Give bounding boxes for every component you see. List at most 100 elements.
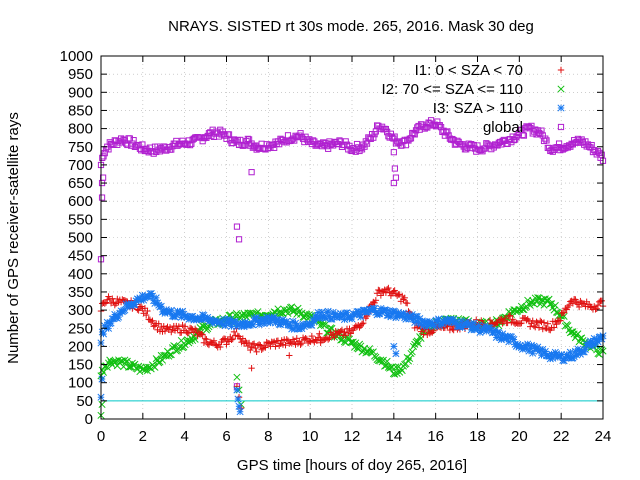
outlier-point <box>390 342 398 350</box>
data-point <box>313 337 321 345</box>
data-point <box>298 340 305 347</box>
data-point <box>436 122 443 129</box>
x-tick-label: 24 <box>595 428 612 445</box>
data-point <box>450 326 457 334</box>
data-point <box>564 322 572 330</box>
grid <box>101 56 603 419</box>
data-point <box>135 307 142 314</box>
data-point <box>360 319 367 327</box>
data-point <box>282 341 289 349</box>
outlier-point <box>317 339 324 346</box>
data-point <box>210 337 218 344</box>
data-point <box>184 329 191 337</box>
data-point <box>353 140 361 148</box>
data-point <box>404 300 411 307</box>
data-point <box>155 320 162 327</box>
y-tick-label: 850 <box>68 102 93 119</box>
data-point <box>198 330 205 338</box>
outlier-point <box>392 174 400 181</box>
data-point <box>414 340 423 348</box>
x-tick-label: 8 <box>264 428 272 445</box>
data-point <box>138 365 146 373</box>
data-point <box>217 343 224 351</box>
data-point <box>229 335 236 343</box>
y-tick-label: 500 <box>68 230 93 247</box>
data-point <box>598 151 605 158</box>
data-point <box>299 313 307 321</box>
data-point <box>470 141 477 149</box>
outlier-point <box>236 408 244 416</box>
y-axis: 0501001502002503003504004505005506006507… <box>60 48 603 428</box>
data-point <box>575 303 583 311</box>
data-point <box>201 335 209 342</box>
x-tick-label: 22 <box>553 428 570 445</box>
data-point <box>149 317 156 324</box>
data-point <box>540 301 548 309</box>
data-point <box>486 316 494 324</box>
data-point <box>506 312 514 319</box>
series-layer <box>97 117 607 419</box>
data-point <box>272 343 279 350</box>
data-point <box>430 327 437 335</box>
outlier-point <box>392 350 400 358</box>
data-point <box>175 323 183 330</box>
data-point <box>593 305 600 312</box>
data-point <box>543 137 550 144</box>
data-point <box>168 146 175 153</box>
x-tick-label: 2 <box>139 428 147 445</box>
data-point <box>518 319 525 327</box>
x-tick-label: 14 <box>385 428 402 445</box>
outlier-point <box>235 402 243 410</box>
data-point <box>557 317 564 324</box>
data-point <box>540 319 548 326</box>
data-point <box>398 366 406 375</box>
x-tick-label: 0 <box>97 428 105 445</box>
outlier-point <box>98 400 106 409</box>
data-point <box>115 313 123 321</box>
data-point <box>537 317 544 325</box>
data-point <box>542 135 549 142</box>
data-point <box>104 324 113 332</box>
data-point <box>103 363 111 371</box>
data-point <box>139 141 146 148</box>
data-point <box>391 370 399 378</box>
data-point <box>284 309 292 318</box>
data-point <box>101 150 108 157</box>
data-point <box>337 328 344 335</box>
data-point <box>501 314 509 322</box>
data-point <box>392 363 400 371</box>
data-point <box>174 346 182 354</box>
outlier-point <box>233 223 241 230</box>
data-point <box>550 324 558 331</box>
data-point <box>302 335 309 342</box>
data-point <box>370 134 377 141</box>
data-point <box>324 336 332 343</box>
chart-title: NRAYS. SISTED rt 30s mode. 265, 2016. Ma… <box>168 18 534 35</box>
outlier-point <box>286 352 293 359</box>
y-tick-label: 100 <box>68 375 93 392</box>
data-point <box>401 294 408 302</box>
data-point <box>225 131 233 138</box>
data-point <box>473 316 480 323</box>
data-point <box>520 306 528 314</box>
data-point <box>544 320 551 327</box>
data-point <box>102 299 110 306</box>
y-tick-label: 1000 <box>60 48 93 65</box>
y-tick-label: 600 <box>68 193 93 210</box>
data-point <box>509 316 516 323</box>
data-point <box>529 317 536 324</box>
data-point <box>131 360 139 368</box>
data-point <box>569 300 577 307</box>
data-point <box>551 301 559 309</box>
data-point <box>199 331 206 338</box>
data-point <box>144 307 151 315</box>
data-point <box>253 348 260 356</box>
data-point <box>519 131 526 139</box>
data-point <box>168 328 175 336</box>
legend: I1: 0 < SZA < 70 I2: 70 <= SZA <= 110 I3: … <box>382 62 565 136</box>
x-tick-label: 16 <box>427 428 444 445</box>
data-point <box>510 335 518 344</box>
data-point <box>572 296 579 303</box>
data-point <box>532 298 541 306</box>
y-tick-label: 400 <box>68 266 93 283</box>
